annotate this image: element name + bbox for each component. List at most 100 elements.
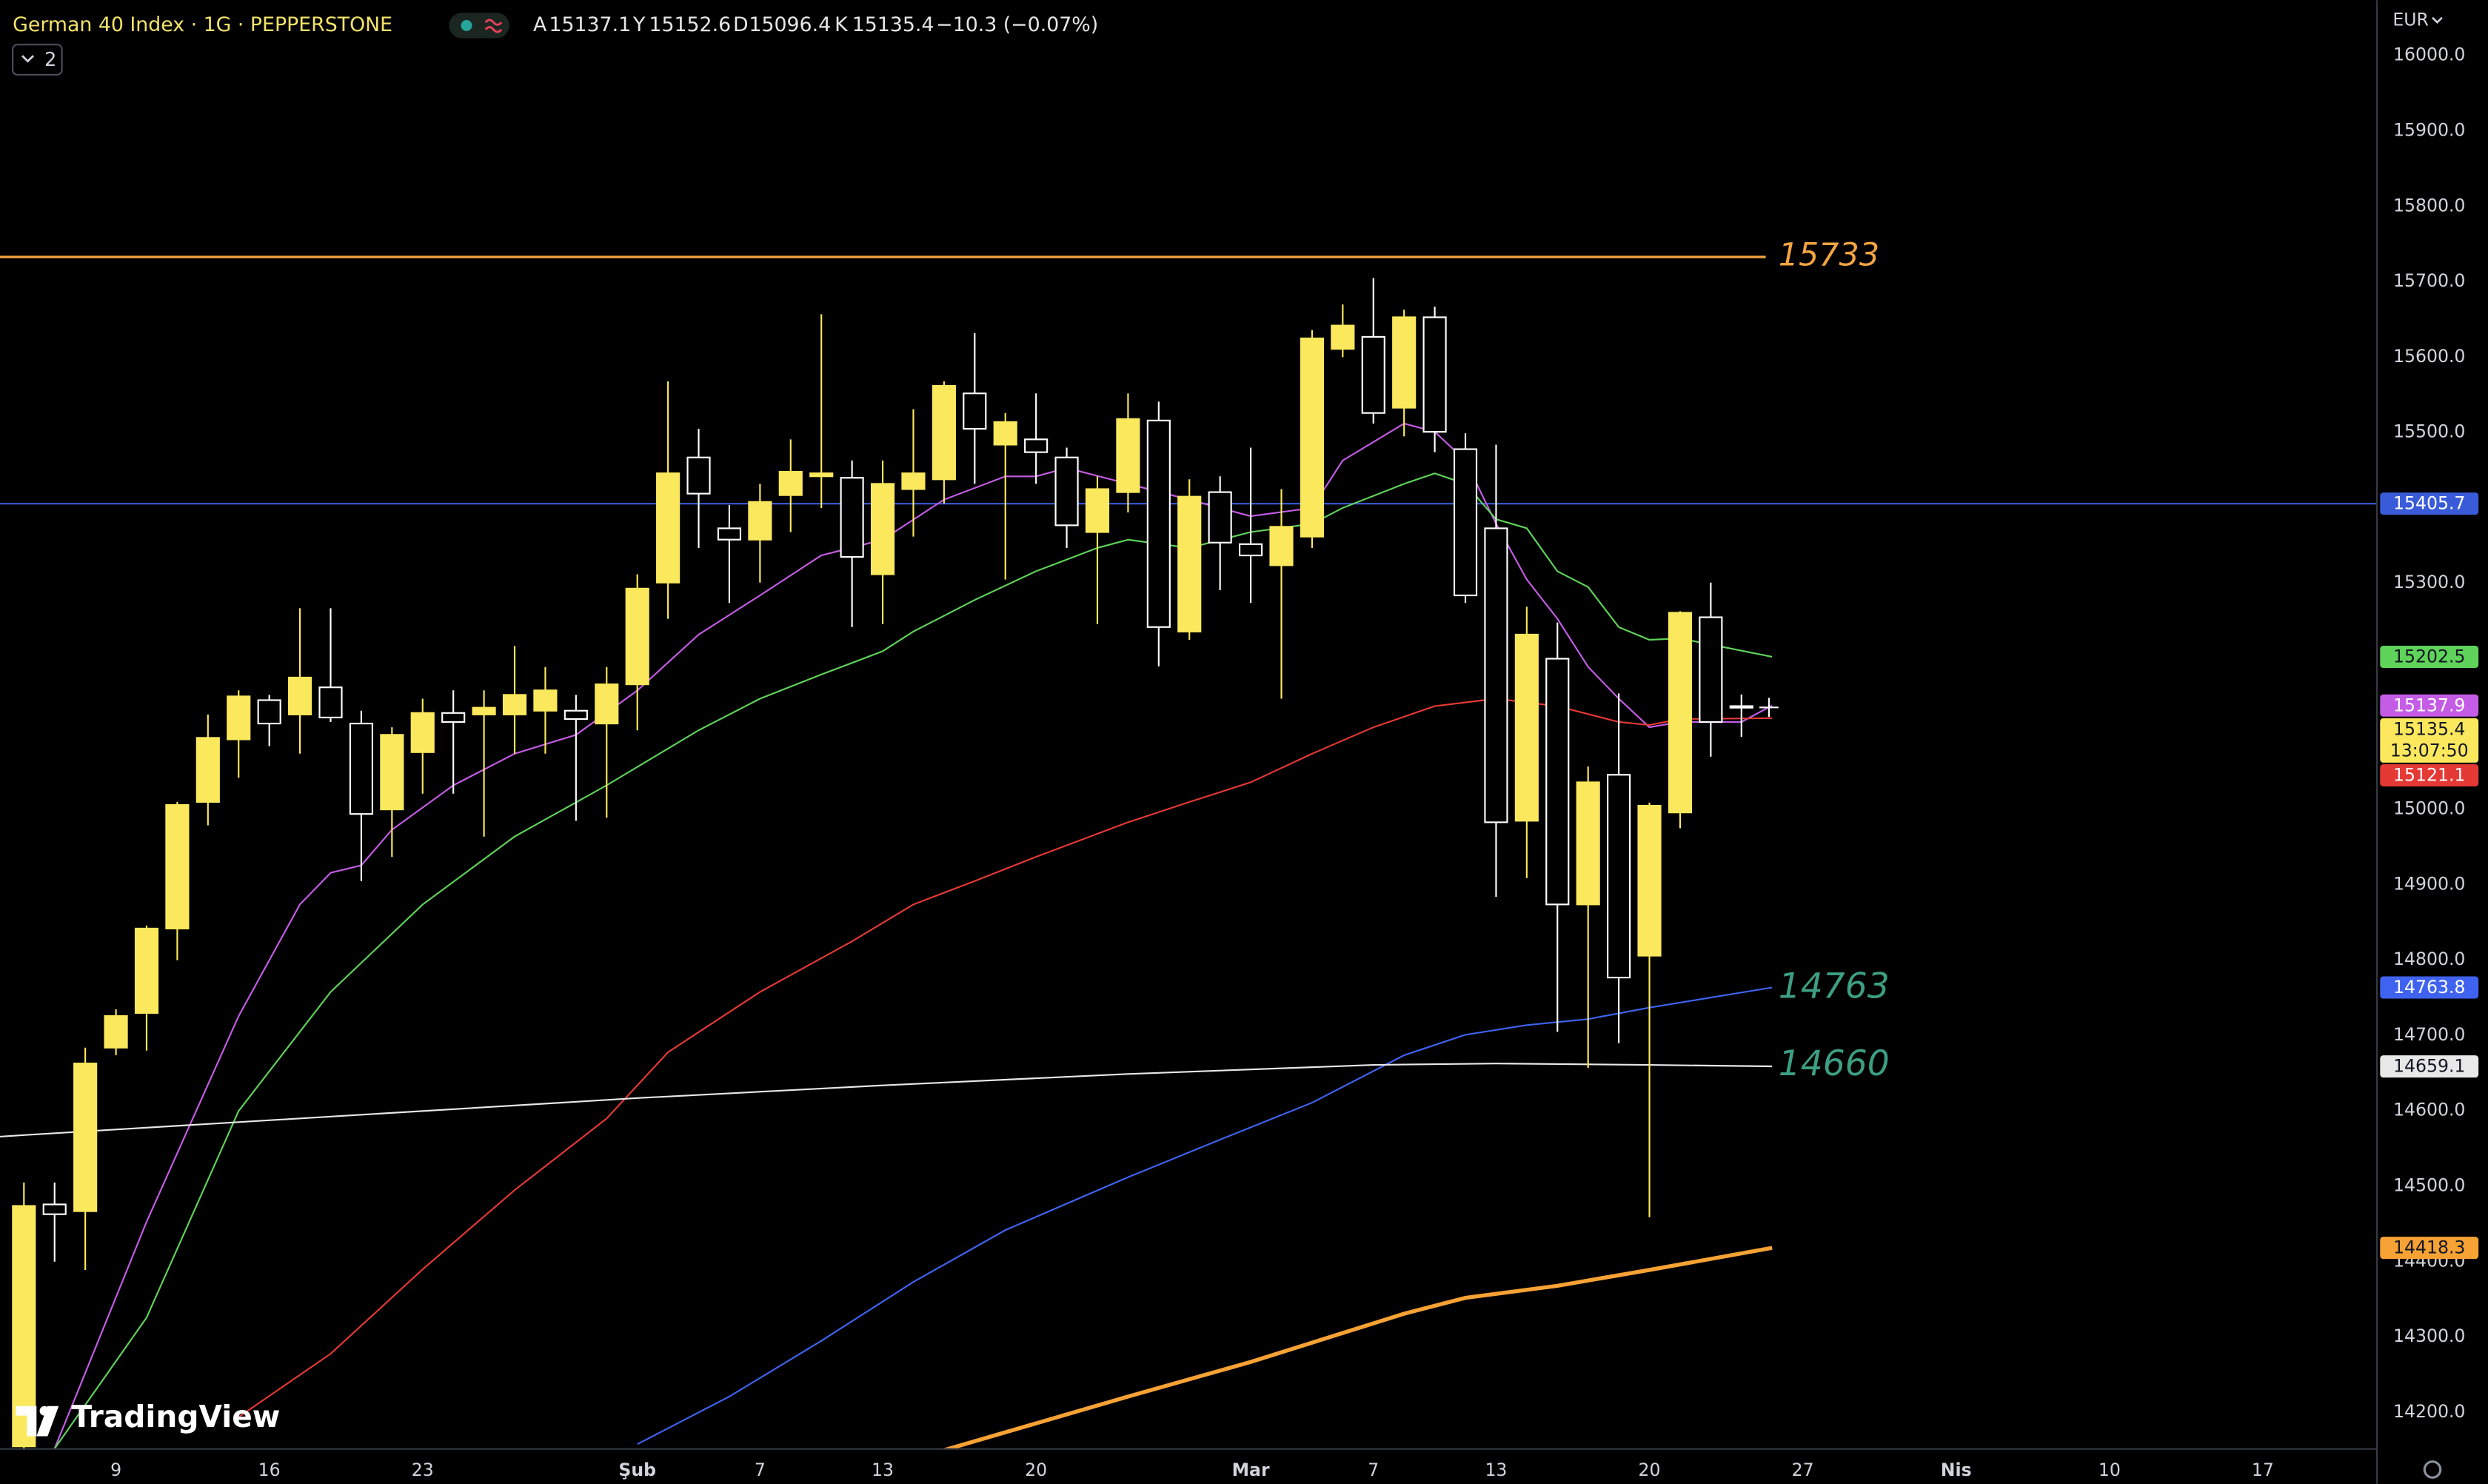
moving-average-line: [53, 472, 1773, 1449]
candle-body: [778, 471, 803, 496]
y-tick-label: 15500.0: [2393, 421, 2465, 442]
y-tick-label: 14500.0: [2393, 1175, 2465, 1196]
candle-body: [1607, 774, 1631, 979]
candle-body: [595, 683, 619, 725]
x-tick-label: 13: [1485, 1460, 1507, 1480]
y-tick-label: 16000.0: [2393, 44, 2465, 65]
candle-body: [1054, 456, 1079, 527]
price-tag: [2380, 976, 2479, 999]
candle-body: [840, 477, 864, 558]
logo-text[interactable]: TradingView: [71, 1399, 280, 1434]
candle-body: [1331, 324, 1355, 350]
price-tag-label: 15137.9: [2393, 695, 2465, 715]
candle-body: [1668, 612, 1693, 814]
candle-body: [1699, 616, 1723, 723]
candle-body: [963, 392, 987, 430]
moving-average-line: [943, 1246, 1773, 1449]
x-tick-label: Nis: [1941, 1460, 1972, 1480]
price-tag: [2380, 492, 2479, 515]
x-tick-label: 27: [1792, 1460, 1814, 1480]
candle-body: [318, 686, 343, 718]
x-tick-label: 20: [1639, 1460, 1661, 1480]
price-tag: [2380, 764, 2479, 787]
price-tag: [2380, 645, 2479, 668]
y-tick-label: 14800.0: [2393, 949, 2465, 969]
candle-body: [165, 803, 190, 929]
candle-body: [104, 1015, 128, 1049]
price-annotation: 14660: [1779, 1043, 1890, 1084]
price-tag-label: 15202.5: [2393, 646, 2465, 667]
high-value: 15152.6: [649, 13, 731, 36]
x-tick-label: 9: [110, 1460, 121, 1480]
x-tick-label: 10: [2099, 1460, 2121, 1480]
moving-average-line: [0, 1063, 1773, 1137]
crosshair: [1759, 698, 1779, 718]
candle-body: [1239, 543, 1263, 557]
candle-body: [441, 712, 466, 723]
moving-average-line: [238, 698, 1773, 1418]
currency[interactable]: EUR: [2392, 10, 2429, 30]
candle-body: [1484, 527, 1508, 823]
indicator-count: 2: [44, 49, 56, 71]
price-tag: [2380, 1055, 2479, 1078]
x-tick-label: Şub: [618, 1460, 656, 1480]
candle-body: [1422, 316, 1447, 433]
candle-body: [73, 1063, 98, 1212]
symbol-title[interactable]: German 40 Index · 1G · PEPPERSTONE: [13, 13, 392, 36]
candle-body: [134, 927, 159, 1014]
close-value: 15135.4: [852, 13, 934, 36]
open-label: A: [533, 13, 547, 36]
price-tag: [2380, 694, 2479, 717]
price-tag: [2380, 718, 2479, 763]
candle-body: [1392, 316, 1417, 409]
candle-body: [257, 699, 281, 725]
candle-body: [1545, 658, 1570, 906]
y-tick-label: 15900.0: [2393, 120, 2465, 141]
candle-body: [870, 483, 895, 575]
y-tick-label: 14200.0: [2393, 1401, 2465, 1422]
candle-body: [1729, 705, 1753, 709]
x-tick-label: 7: [1368, 1460, 1379, 1480]
settings-icon[interactable]: [2423, 1460, 2442, 1479]
candle-body: [1177, 495, 1202, 632]
candle-body: [993, 421, 1017, 446]
x-tick-label: 16: [258, 1460, 281, 1480]
horizontal-line-label: 15733: [1779, 236, 1879, 273]
candle-body: [1208, 491, 1232, 544]
price-annotation: 14763: [1779, 966, 1890, 1006]
candle-body: [748, 501, 772, 541]
y-tick-label: 14900.0: [2393, 873, 2465, 894]
high-label: Y: [632, 13, 646, 36]
candle-body: [349, 722, 373, 815]
candle-body: [932, 384, 956, 481]
close-label: K: [835, 13, 849, 36]
candle-body: [502, 694, 527, 715]
currency-chevron: [2432, 16, 2443, 24]
candle-body: [1116, 418, 1140, 493]
candle-body: [656, 472, 680, 584]
market-status-dot: [461, 20, 472, 31]
chevron-icon: [21, 55, 34, 63]
y-tick-label: 14600.0: [2393, 1100, 2465, 1120]
candle-body: [901, 472, 926, 490]
data-status-icon: [484, 19, 503, 33]
candle-body: [42, 1203, 67, 1215]
moving-average-line: [53, 422, 1773, 1449]
candle-body: [227, 695, 251, 741]
candle-body: [1085, 488, 1110, 533]
moving-average-line: [637, 986, 1773, 1445]
low-value: 15096.4: [749, 13, 831, 36]
y-tick-label: 15300.0: [2393, 572, 2465, 592]
y-tick-label: 15600.0: [2393, 346, 2465, 367]
indicators-toggle[interactable]: [12, 44, 63, 76]
y-tick-label: 14300.0: [2393, 1326, 2465, 1346]
change-value: −10.3 (−0.07%): [936, 13, 1098, 36]
status-pill[interactable]: [449, 13, 509, 39]
candle-body: [1024, 438, 1049, 453]
price-tag-label: 15121.1: [2393, 765, 2465, 786]
candle-body: [717, 527, 742, 541]
